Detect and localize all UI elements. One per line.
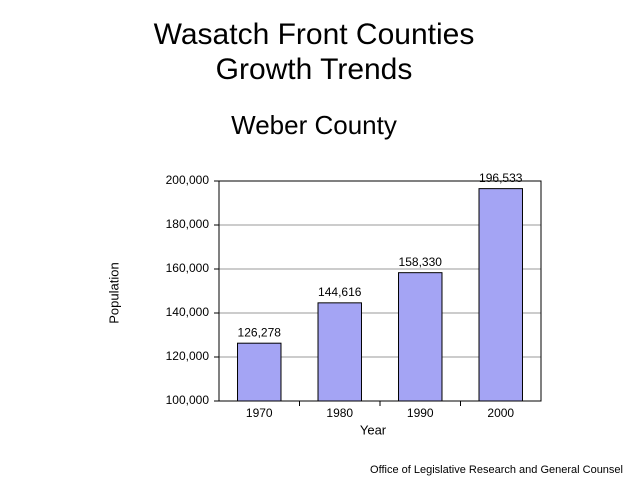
y-tick-label: 100,000	[166, 393, 210, 407]
value-label: 126,278	[238, 325, 282, 339]
value-label: 158,330	[399, 255, 443, 269]
chart-title: Wasatch Front Counties	[154, 18, 475, 51]
value-label: 196,533	[479, 171, 523, 185]
y-tick-label: 200,000	[166, 173, 210, 187]
y-tick-label: 140,000	[166, 305, 210, 319]
bar	[478, 188, 523, 402]
y-tick-label: 180,000	[166, 217, 210, 231]
footer: Office of Legislative Research and Gener…	[370, 464, 623, 476]
value-label: 144,616	[318, 285, 362, 299]
chart-title: Growth Trends	[216, 53, 413, 86]
bar	[398, 272, 443, 402]
y-tick-label: 160,000	[166, 261, 210, 275]
y-axis-label: Population	[106, 262, 121, 323]
y-tick-label: 120,000	[166, 349, 210, 363]
x-tick-label: 1980	[326, 406, 353, 420]
x-tick-label: 1990	[407, 406, 434, 420]
x-tick-label: 1970	[246, 406, 273, 420]
chart-subtitle: Weber County	[231, 110, 397, 140]
bar	[237, 342, 282, 402]
x-tick-label: 2000	[487, 406, 514, 420]
bar	[317, 302, 362, 402]
x-axis-label: Year	[360, 422, 387, 437]
